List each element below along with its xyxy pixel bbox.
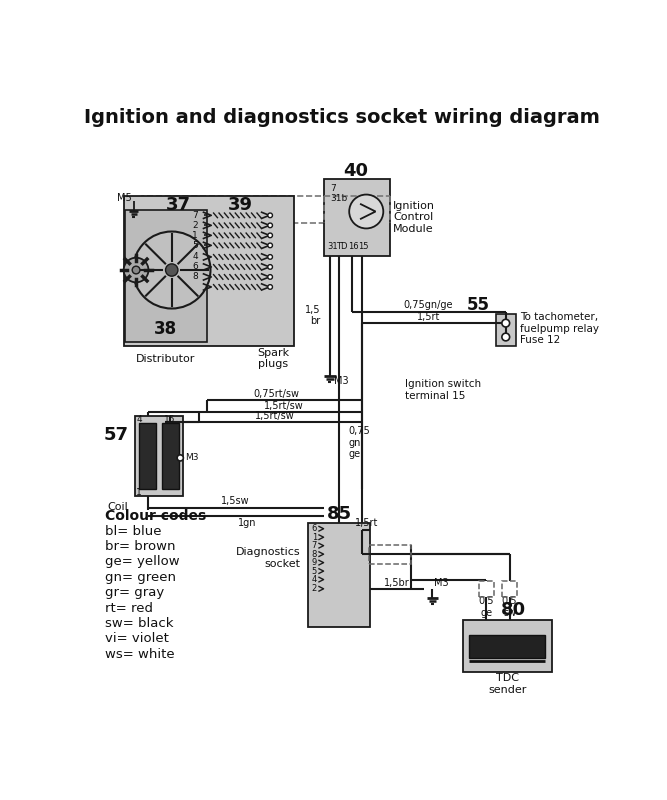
Text: 1: 1 <box>192 231 198 240</box>
Text: M3: M3 <box>334 376 348 386</box>
Text: 16: 16 <box>348 242 359 251</box>
Text: 5: 5 <box>311 566 317 575</box>
Text: ws= white: ws= white <box>105 648 175 661</box>
Text: 31b: 31b <box>329 194 347 203</box>
Text: 39: 39 <box>227 196 252 214</box>
Text: br= brown: br= brown <box>105 540 175 553</box>
Text: 8: 8 <box>311 550 317 558</box>
Text: M3: M3 <box>434 578 448 588</box>
Bar <box>463 619 552 672</box>
Text: M5: M5 <box>117 194 131 203</box>
Text: sw= black: sw= black <box>105 617 173 630</box>
Text: 0,5
ge: 0,5 ge <box>479 597 494 618</box>
Text: 15: 15 <box>165 415 176 424</box>
Text: 31: 31 <box>327 242 338 251</box>
Text: Spark
plugs: Spark plugs <box>257 348 289 370</box>
Text: 1,5rt: 1,5rt <box>418 312 441 322</box>
Text: vi= violet: vi= violet <box>105 632 169 646</box>
Text: 55: 55 <box>468 296 490 314</box>
Text: 1,5br: 1,5br <box>384 578 410 588</box>
Circle shape <box>502 333 510 341</box>
Bar <box>125 210 207 342</box>
Text: 40: 40 <box>344 162 369 181</box>
Bar <box>323 179 390 256</box>
Text: 4: 4 <box>136 415 142 424</box>
Text: 15: 15 <box>358 242 369 251</box>
Circle shape <box>177 455 183 461</box>
Text: 5: 5 <box>192 241 198 250</box>
Text: 0,75gn/ge: 0,75gn/ge <box>404 301 453 310</box>
Text: TDC
sender: TDC sender <box>488 674 526 695</box>
Text: To tachometer,
fuelpump relay: To tachometer, fuelpump relay <box>520 312 599 334</box>
Text: 85: 85 <box>327 505 352 523</box>
Bar <box>496 314 516 346</box>
Text: Ignition and diagnostics socket wiring diagram: Ignition and diagnostics socket wiring d… <box>83 108 600 127</box>
Text: M3: M3 <box>185 454 198 462</box>
Bar <box>135 415 183 496</box>
Text: 57: 57 <box>103 426 129 444</box>
Text: 4: 4 <box>193 253 198 262</box>
Circle shape <box>350 194 384 229</box>
Text: 7: 7 <box>329 184 336 193</box>
Text: Colour codes: Colour codes <box>105 509 206 522</box>
Text: TD: TD <box>336 242 348 251</box>
Text: 0,75
gn
ge: 0,75 gn ge <box>348 426 370 459</box>
Text: 0,75rt/sw: 0,75rt/sw <box>253 389 299 399</box>
Bar <box>308 523 370 627</box>
Text: Coil: Coil <box>108 502 129 512</box>
Text: 9: 9 <box>311 558 317 567</box>
Text: 6: 6 <box>192 262 198 271</box>
Circle shape <box>133 231 211 309</box>
Text: Ignition switch
terminal 15: Ignition switch terminal 15 <box>405 379 481 401</box>
Text: Diagnostics
socket: Diagnostics socket <box>235 547 300 569</box>
Text: 6: 6 <box>311 524 317 534</box>
Text: 1: 1 <box>311 533 317 542</box>
Text: Distributor: Distributor <box>136 354 195 363</box>
Text: 37: 37 <box>165 196 190 214</box>
Bar <box>161 423 179 489</box>
Text: rt= red: rt= red <box>105 602 153 614</box>
Text: 0,5
sw: 0,5 sw <box>502 597 518 618</box>
Circle shape <box>268 265 273 270</box>
Circle shape <box>268 223 273 228</box>
Circle shape <box>268 274 273 279</box>
Text: 7: 7 <box>192 211 198 220</box>
Circle shape <box>268 254 273 259</box>
Text: Fuse 12: Fuse 12 <box>520 335 560 345</box>
Circle shape <box>165 264 178 276</box>
Text: 4: 4 <box>311 575 317 584</box>
Circle shape <box>268 285 273 290</box>
Bar <box>139 423 156 489</box>
Text: 1,5rt/sw: 1,5rt/sw <box>255 410 295 421</box>
Circle shape <box>268 233 273 238</box>
Text: 2: 2 <box>193 221 198 230</box>
Text: 1,5rt: 1,5rt <box>355 518 378 528</box>
Text: 1gn: 1gn <box>237 518 256 527</box>
Circle shape <box>123 258 149 282</box>
Circle shape <box>502 319 510 327</box>
Text: 7: 7 <box>311 541 317 550</box>
Text: 38: 38 <box>154 319 177 338</box>
Circle shape <box>132 266 140 274</box>
Text: Ignition
Control
Module: Ignition Control Module <box>394 201 436 234</box>
Text: 1,5sw: 1,5sw <box>221 496 249 506</box>
Text: 2: 2 <box>311 584 317 594</box>
Text: ge= yellow: ge= yellow <box>105 555 179 568</box>
Text: 1: 1 <box>136 488 142 497</box>
Bar <box>123 196 294 346</box>
Text: bl= blue: bl= blue <box>105 525 161 538</box>
Circle shape <box>268 243 273 248</box>
Bar <box>470 635 544 658</box>
Text: gn= green: gn= green <box>105 570 176 584</box>
Circle shape <box>268 213 273 218</box>
Text: 80: 80 <box>501 602 526 619</box>
Text: 1,5rt/sw: 1,5rt/sw <box>264 401 304 410</box>
Text: gr= gray: gr= gray <box>105 586 164 599</box>
Text: 1,5
br: 1,5 br <box>305 305 321 326</box>
Text: 8: 8 <box>192 273 198 282</box>
